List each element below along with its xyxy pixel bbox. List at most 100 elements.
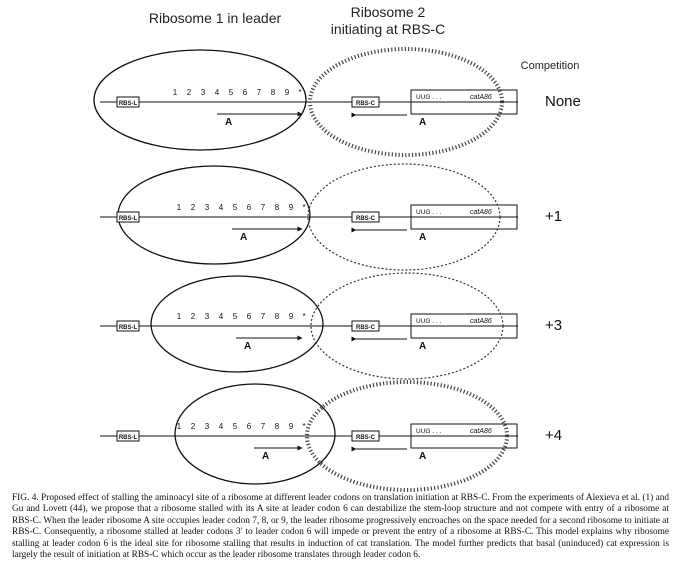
ribosome-1: [150, 275, 324, 373]
catA86-label: catA86: [470, 428, 492, 435]
figure-caption: FIG. 4. Proposed effect of stalling the …: [12, 493, 669, 561]
rbs-c-box: [351, 211, 380, 223]
uug-codon: UUG . . .: [416, 209, 441, 216]
catA86-gene-box: [410, 89, 518, 115]
ribosome-1: [93, 49, 307, 151]
codon-8: 8: [271, 88, 276, 97]
codon-2: 2: [187, 88, 192, 97]
codon-1: 1: [177, 203, 182, 212]
rbs-l-box: [116, 430, 140, 442]
codon-*: *: [302, 203, 305, 212]
ribosome-2-a-site: A: [419, 341, 426, 352]
rbs-l-label: RBS-L: [119, 435, 138, 441]
codon-8: 8: [275, 422, 280, 431]
panel-1: RBS-L 1 2 3 4 5 6 7 8 9 * A RBS-C A UUG . . . catA86 Non…: [93, 47, 581, 157]
codon-2: 2: [191, 422, 196, 431]
rbs-l-box: [116, 211, 140, 223]
ribosome-1: [174, 383, 336, 485]
codon-5: 5: [233, 312, 238, 321]
codon-3: 3: [205, 422, 210, 431]
codon-1: 1: [173, 88, 178, 97]
ribosome-2-heading: Ribosome 2 initiating at RBS-C: [318, 4, 458, 38]
codon-2: 2: [191, 312, 196, 321]
codon-6: 6: [247, 312, 252, 321]
competition-heading: Competition: [520, 60, 580, 72]
catA86-label: catA86: [470, 94, 492, 101]
ribosome-2-heading-line-1: Ribosome 2: [350, 4, 426, 20]
codon-4: 4: [215, 88, 220, 97]
codon-4: 4: [219, 422, 224, 431]
codon-7: 7: [257, 88, 262, 97]
codon-2: 2: [191, 203, 196, 212]
ribosome-1-a-site: A: [244, 341, 251, 352]
ribosome-2: [307, 163, 501, 271]
codon-6: 6: [247, 203, 252, 212]
rbs-c-box: [351, 96, 380, 108]
codon-4: 4: [219, 203, 224, 212]
rbs-c-label: RBS-C: [356, 101, 376, 107]
codon-6: 6: [243, 88, 248, 97]
rbs-c-box: [351, 430, 380, 442]
competition-value: +3: [545, 317, 562, 334]
uug-codon: UUG . . .: [416, 428, 441, 435]
ribosome-2-a-site: A: [419, 451, 426, 462]
ribosome-2-heading-line-2: initiating at RBS-C: [330, 21, 446, 37]
catA86-gene-box: [410, 313, 518, 339]
codon-8: 8: [275, 203, 280, 212]
figure: Ribosome 1 in leader Ribosome 2 initiati…: [93, 4, 581, 492]
catA86-label: catA86: [470, 318, 492, 325]
rbs-c-label: RBS-C: [356, 325, 376, 331]
rbs-c-box: [351, 320, 380, 332]
codon-7: 7: [261, 203, 266, 212]
codon-6: 6: [247, 422, 252, 431]
codon-5: 5: [233, 422, 238, 431]
codon-3: 3: [205, 203, 210, 212]
codon-4: 4: [219, 312, 224, 321]
codon-3: 3: [205, 312, 210, 321]
panel-2: RBS-L 1 2 3 4 5 6 7 8 9 * A RBS-C A UUG . . . catA86 +1: [100, 163, 562, 271]
codon-5: 5: [229, 88, 234, 97]
uug-codon: UUG . . .: [416, 94, 441, 101]
rbs-l-label: RBS-L: [119, 325, 138, 331]
codon-5: 5: [233, 203, 238, 212]
ribosome-1-a-site: A: [225, 117, 232, 128]
rbs-l-box: [116, 320, 140, 332]
codon-9: 9: [289, 422, 294, 431]
codon-3: 3: [201, 88, 206, 97]
codon-1: 1: [177, 312, 182, 321]
competition-value: +1: [545, 208, 562, 225]
ribosome-1-a-site: A: [240, 232, 247, 243]
ribosome-2-a-site: A: [419, 117, 426, 128]
codon-*: *: [298, 88, 301, 97]
codon-9: 9: [289, 203, 294, 212]
ribosome-2: [310, 272, 504, 380]
rbs-c-label: RBS-C: [356, 216, 376, 222]
rbs-l-box: [116, 96, 140, 108]
codon-1: 1: [177, 422, 182, 431]
catA86-gene-box: [410, 204, 518, 230]
ribosome-1: [117, 165, 311, 265]
ribosome-1-heading: Ribosome 1 in leader: [148, 10, 282, 26]
ribosome-2-a-site: A: [419, 232, 426, 243]
panel-4: RBS-L 1 2 3 4 5 6 7 8 9 * A RBS-C A UUG . . . catA86 +4: [100, 380, 562, 492]
ribosome-2: [308, 47, 504, 157]
catA86-label: catA86: [470, 209, 492, 216]
rbs-l-label: RBS-L: [119, 216, 138, 222]
panel-3: RBS-L 1 2 3 4 5 6 7 8 9 * A RBS-C A UUG . . . catA86 +3: [100, 272, 562, 380]
codon-7: 7: [261, 422, 266, 431]
competition-value: +4: [545, 427, 562, 444]
codon-9: 9: [289, 312, 294, 321]
codon-*: *: [302, 422, 305, 431]
rbs-l-label: RBS-L: [119, 101, 138, 107]
codon-8: 8: [275, 312, 280, 321]
catA86-gene-box: [410, 423, 518, 449]
rbs-c-label: RBS-C: [356, 435, 376, 441]
ribosome-1-a-site: A: [262, 451, 269, 462]
uug-codon: UUG . . .: [416, 318, 441, 325]
codon-*: *: [302, 312, 305, 321]
codon-7: 7: [261, 312, 266, 321]
codon-9: 9: [285, 88, 290, 97]
competition-value: None: [545, 93, 581, 110]
ribosome-2: [305, 380, 509, 492]
